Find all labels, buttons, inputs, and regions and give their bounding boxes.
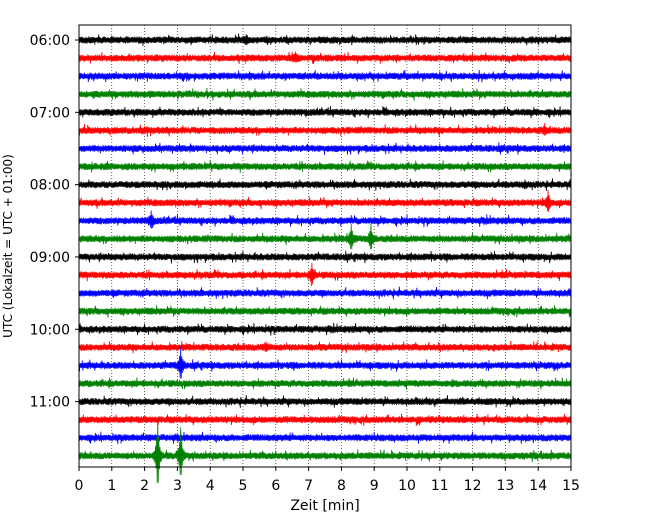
x-tick-label: 6 bbox=[271, 478, 280, 494]
y-tick-label: 11:00 bbox=[30, 395, 70, 411]
x-tick-label: 14 bbox=[529, 478, 547, 494]
y-tick-label: 06:00 bbox=[30, 33, 70, 49]
trace-0915 bbox=[78, 262, 572, 287]
trace-0600 bbox=[78, 33, 572, 46]
trace-0715 bbox=[78, 122, 572, 137]
x-tick-label: 8 bbox=[337, 478, 346, 494]
x-tick-label: 13 bbox=[496, 478, 514, 494]
x-tick-label: 10 bbox=[398, 478, 416, 494]
trace-0745 bbox=[78, 160, 572, 173]
trace-0845 bbox=[78, 223, 572, 250]
trace-1030 bbox=[78, 346, 572, 379]
x-axis-ticks: 0 1 2 3 4 5 6 7 8 9 10 11 12 13 14 15 bbox=[75, 467, 580, 494]
x-tick-label: 2 bbox=[140, 478, 149, 494]
x-tick-label: 7 bbox=[304, 478, 313, 494]
trace-1100 bbox=[78, 395, 572, 408]
trace-1000 bbox=[78, 322, 572, 336]
x-axis-label: Zeit [min] bbox=[290, 498, 359, 514]
trace-0815 bbox=[78, 189, 572, 212]
x-tick-label: 3 bbox=[173, 478, 182, 494]
trace-series bbox=[78, 33, 572, 484]
trace-0900 bbox=[78, 250, 572, 264]
trace-0630 bbox=[78, 69, 572, 83]
y-tick-label: 08:00 bbox=[30, 178, 70, 194]
x-tick-label: 1 bbox=[107, 478, 116, 494]
trace-1045 bbox=[78, 377, 572, 390]
x-tick-label: 12 bbox=[464, 478, 482, 494]
y-tick-label: 09:00 bbox=[30, 250, 70, 266]
y-axis-ticks: 06:00 07:00 08:00 09:00 10:00 11:00 bbox=[30, 33, 79, 411]
x-tick-label: 5 bbox=[239, 478, 248, 494]
trace-0800 bbox=[78, 178, 572, 191]
x-tick-label: 4 bbox=[206, 478, 215, 494]
trace-0830 bbox=[78, 210, 572, 229]
trace-0730 bbox=[78, 142, 572, 156]
trace-1130 bbox=[78, 431, 572, 445]
x-tick-label: 11 bbox=[431, 478, 449, 494]
trace-1145 bbox=[78, 416, 572, 484]
y-tick-label: 07:00 bbox=[30, 105, 70, 121]
trace-0645 bbox=[78, 88, 572, 101]
y-axis-label: UTC (Lokalzeit = UTC + 01:00) bbox=[1, 154, 15, 338]
trace-0615 bbox=[78, 51, 572, 64]
y-tick-label: 10:00 bbox=[30, 322, 70, 338]
x-tick-label: 0 bbox=[75, 478, 84, 494]
trace-1115 bbox=[78, 413, 572, 426]
trace-1015 bbox=[78, 340, 572, 354]
x-tick-label: 9 bbox=[370, 478, 379, 494]
x-tick-label: 15 bbox=[562, 478, 580, 494]
plot-frame bbox=[78, 24, 572, 468]
trace-0930 bbox=[78, 286, 572, 300]
trace-0945 bbox=[78, 305, 572, 318]
trace-0700 bbox=[78, 106, 572, 119]
